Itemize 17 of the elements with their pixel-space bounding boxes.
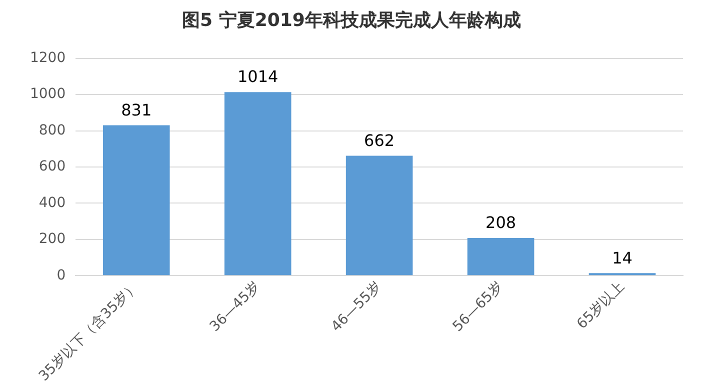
chart-title: 图5 宁夏2019年科技成果完成人年龄构成 bbox=[181, 9, 522, 32]
y-tick-label: 400 bbox=[38, 194, 66, 211]
bar bbox=[467, 238, 534, 276]
data-label: 831 bbox=[121, 100, 152, 120]
y-tick-label: 1200 bbox=[30, 50, 66, 66]
y-tick-label: 600 bbox=[38, 158, 66, 175]
y-tick-label: 1000 bbox=[30, 86, 66, 102]
y-tick-label: 800 bbox=[38, 122, 66, 138]
data-label: 208 bbox=[486, 213, 516, 232]
y-tick-label: 200 bbox=[38, 231, 66, 248]
data-label: 14 bbox=[612, 248, 632, 268]
data-label: 662 bbox=[364, 130, 395, 150]
bar bbox=[346, 156, 413, 276]
x-tick-label: 65岁以上 bbox=[574, 278, 628, 332]
bar bbox=[102, 125, 170, 276]
data-label: 1014 bbox=[237, 67, 278, 86]
bar bbox=[224, 92, 292, 276]
